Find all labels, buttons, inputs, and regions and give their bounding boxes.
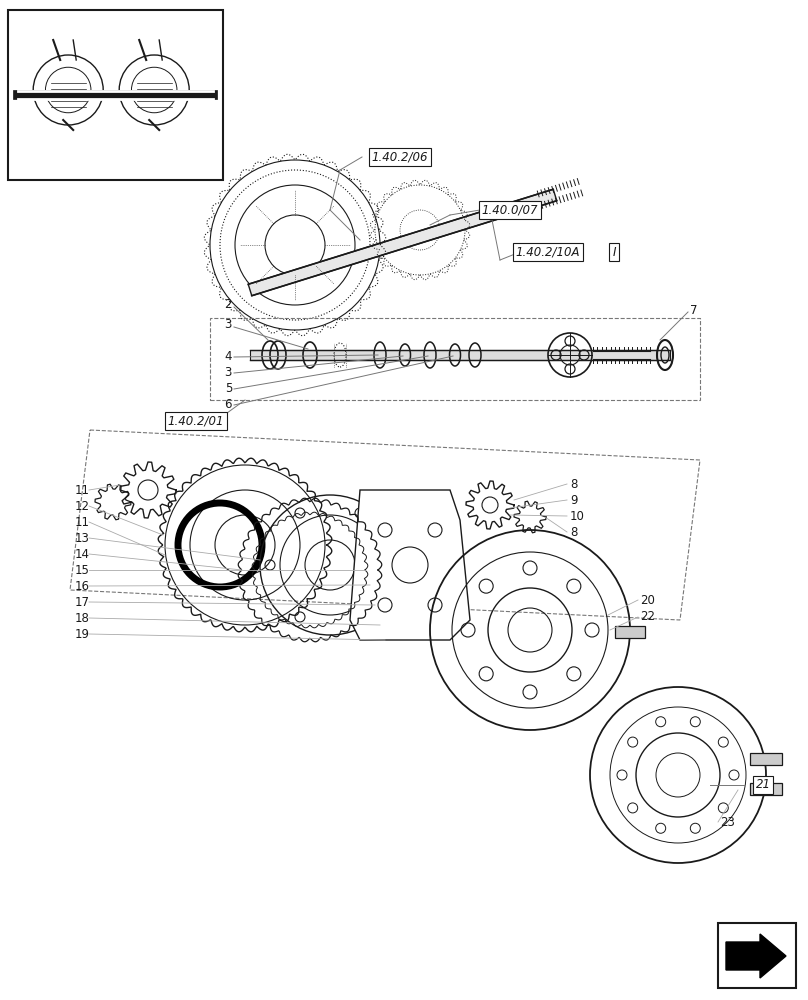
Text: 8: 8 — [570, 478, 578, 490]
Bar — [718, 923, 796, 988]
Text: 12: 12 — [75, 499, 90, 512]
Text: 11: 11 — [75, 484, 90, 496]
Text: 8: 8 — [570, 526, 578, 538]
Text: 17: 17 — [75, 595, 90, 608]
Bar — [8, 10, 223, 180]
Text: 11: 11 — [75, 516, 90, 528]
Text: 10: 10 — [570, 510, 585, 522]
Text: 14: 14 — [75, 548, 90, 560]
Text: 1.40.2/10A: 1.40.2/10A — [516, 245, 580, 258]
Text: 21: 21 — [755, 778, 771, 792]
Bar — [210, 318, 700, 400]
Bar — [750, 783, 782, 795]
Text: 9: 9 — [570, 493, 578, 506]
Text: 22: 22 — [640, 610, 655, 624]
Bar — [615, 626, 645, 638]
Text: 13: 13 — [75, 532, 90, 544]
Polygon shape — [350, 490, 470, 640]
Text: 23: 23 — [720, 816, 734, 828]
Text: 19: 19 — [75, 628, 90, 641]
Polygon shape — [250, 350, 670, 360]
Text: 3: 3 — [225, 318, 232, 332]
Text: 7: 7 — [690, 304, 697, 316]
Text: I: I — [612, 245, 616, 258]
Text: 20: 20 — [640, 593, 654, 606]
Text: 15: 15 — [75, 564, 90, 576]
Polygon shape — [248, 189, 557, 296]
Text: 1.40.0/07: 1.40.0/07 — [482, 204, 538, 217]
Text: 3: 3 — [225, 366, 232, 379]
Text: 4: 4 — [225, 351, 232, 363]
Text: 2: 2 — [225, 298, 232, 312]
Text: 1.40.2/01: 1.40.2/01 — [168, 414, 225, 428]
Text: 18: 18 — [75, 611, 90, 624]
Text: 1.40.2/06: 1.40.2/06 — [372, 150, 428, 163]
Text: 5: 5 — [225, 382, 232, 395]
Text: 16: 16 — [75, 580, 90, 592]
Text: 6: 6 — [225, 398, 232, 412]
Polygon shape — [726, 934, 786, 978]
Bar — [750, 753, 782, 765]
